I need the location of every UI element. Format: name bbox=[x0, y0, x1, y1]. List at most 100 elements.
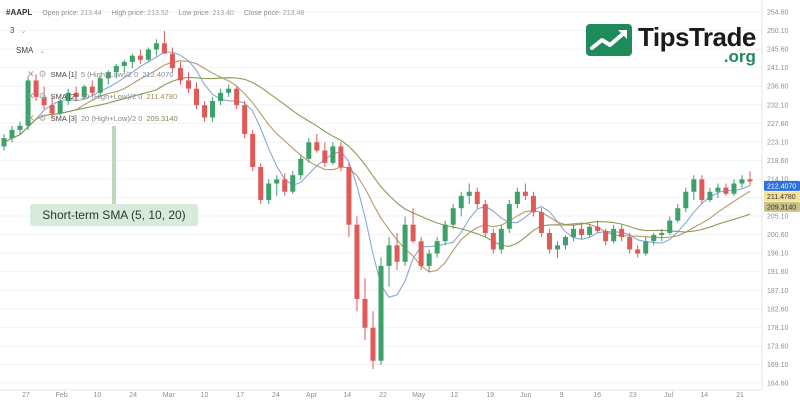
candle-body bbox=[290, 175, 296, 192]
candle-body bbox=[538, 212, 544, 233]
candle-body bbox=[210, 101, 216, 118]
candle-body bbox=[17, 125, 23, 130]
candle-body bbox=[258, 166, 264, 200]
candle-body bbox=[330, 146, 336, 163]
close-icon[interactable]: ✕ bbox=[27, 91, 35, 101]
interval-select[interactable]: 3 ⌄ bbox=[10, 26, 26, 35]
sma-value: 209.3140 bbox=[146, 114, 178, 123]
candle-body bbox=[522, 191, 528, 196]
gear-icon[interactable]: ⚙ bbox=[38, 69, 47, 79]
candle-body bbox=[250, 134, 256, 167]
x-tick-label: 21 bbox=[736, 392, 744, 399]
sma-name: SMA [1] bbox=[50, 70, 77, 79]
interval-value: 3 bbox=[10, 26, 15, 35]
sma-legend-row-1: ✕ ⚙ SMA [1] 5 (High+Low)/2 0 212.4070 bbox=[27, 69, 174, 80]
x-tick-label: 10 bbox=[94, 392, 102, 399]
price-tag-label: 212.4070 bbox=[767, 183, 796, 190]
x-tick-label: Mar bbox=[163, 392, 176, 399]
ohlc-header: #AAPL Open price: 213.44 High price: 213… bbox=[6, 8, 304, 17]
close-label: Close price: bbox=[243, 10, 281, 17]
candle-body bbox=[514, 191, 520, 205]
candle-body bbox=[683, 191, 689, 209]
gear-icon[interactable]: ⚙ bbox=[38, 113, 47, 123]
candle-body bbox=[185, 80, 191, 89]
candle-body bbox=[274, 179, 280, 184]
x-tick-label: Jul bbox=[664, 392, 673, 399]
candle-body bbox=[434, 241, 440, 254]
y-tick-label: 196.10 bbox=[767, 251, 789, 258]
candle-body bbox=[129, 55, 135, 62]
candle-body bbox=[33, 80, 39, 97]
y-tick-label: 245.60 bbox=[767, 47, 789, 54]
sma-5-line bbox=[3, 51, 751, 298]
low-label: Low price: bbox=[178, 10, 211, 17]
candle-body bbox=[603, 230, 609, 242]
candle-body bbox=[145, 49, 151, 60]
y-tick-label: 214.10 bbox=[767, 176, 789, 183]
open-label: Open price: bbox=[42, 10, 79, 17]
candle-body bbox=[113, 66, 119, 73]
candle-body bbox=[354, 224, 360, 299]
y-tick-label: 223.10 bbox=[767, 139, 789, 146]
y-tick-label: 250.10 bbox=[767, 28, 789, 35]
candle-body bbox=[378, 265, 384, 361]
high-label: High price: bbox=[111, 10, 146, 17]
candle-body bbox=[1, 138, 7, 147]
candle-body bbox=[161, 43, 167, 54]
chevron-down-icon: ⌄ bbox=[20, 27, 27, 35]
logo-suffix: .org bbox=[723, 47, 756, 66]
candle-body bbox=[234, 88, 240, 106]
candle-body bbox=[579, 228, 585, 236]
indicator-value: SMA bbox=[16, 46, 34, 55]
candle-body bbox=[498, 228, 504, 250]
candle-body bbox=[362, 298, 368, 328]
x-tick-label: 14 bbox=[700, 392, 708, 399]
y-tick-label: 173.60 bbox=[767, 343, 789, 350]
candle-body bbox=[153, 43, 159, 50]
sma-20-line bbox=[3, 76, 751, 247]
x-tick-label: 9 bbox=[560, 392, 564, 399]
sma-legend-row-3: ✕ ⚙ SMA [3] 20 (High+Low)/2 0 209.3140 bbox=[27, 113, 178, 124]
y-tick-label: 191.60 bbox=[767, 269, 789, 276]
symbol-label[interactable]: #AAPL bbox=[6, 8, 33, 17]
candle-body bbox=[506, 204, 512, 229]
candle-body bbox=[226, 88, 232, 93]
candle-body bbox=[442, 224, 448, 242]
gear-icon[interactable]: ⚙ bbox=[38, 91, 47, 101]
y-tick-label: 182.60 bbox=[767, 306, 789, 313]
candle-body bbox=[121, 61, 127, 67]
low-value: 213.40 bbox=[212, 10, 234, 17]
y-tick-label: 164.60 bbox=[767, 381, 789, 388]
y-tick-label: 187.10 bbox=[767, 288, 789, 295]
price-tag-bg bbox=[764, 180, 800, 191]
x-tick-label: 24 bbox=[272, 392, 280, 399]
logo-word: TipsTrade bbox=[638, 22, 756, 52]
candle-body bbox=[105, 72, 111, 79]
candle-body bbox=[394, 245, 400, 262]
close-icon[interactable]: ✕ bbox=[27, 113, 35, 123]
close-icon[interactable]: ✕ bbox=[27, 69, 35, 79]
candle-body bbox=[338, 146, 344, 167]
candle-body bbox=[322, 150, 328, 163]
chart-logo-icon bbox=[586, 24, 632, 56]
candle-body bbox=[426, 253, 432, 266]
sma-value: 211.4780 bbox=[146, 92, 178, 101]
candle-body bbox=[169, 53, 175, 69]
candle-body bbox=[731, 183, 737, 194]
candle-body bbox=[707, 191, 713, 200]
candle-body bbox=[699, 179, 705, 200]
candle-body bbox=[587, 226, 593, 236]
price-tag-label: 211.4780 bbox=[767, 194, 796, 201]
candle-body bbox=[298, 158, 304, 176]
sma-lines bbox=[3, 51, 751, 298]
candle-body bbox=[747, 179, 753, 182]
indicator-select[interactable]: SMA ⌄ bbox=[16, 46, 45, 55]
candle-body bbox=[571, 228, 577, 238]
candle-body bbox=[314, 142, 320, 151]
candle-body bbox=[9, 129, 15, 139]
x-tick-label: 22 bbox=[379, 392, 387, 399]
candle-body bbox=[81, 86, 87, 97]
candle-body bbox=[282, 179, 288, 192]
candle-body bbox=[97, 78, 103, 93]
sma-legend-row-2: ✕ ⚙ SMA [2] 10 (High+Low)/2 0 211.4780 bbox=[27, 91, 177, 102]
